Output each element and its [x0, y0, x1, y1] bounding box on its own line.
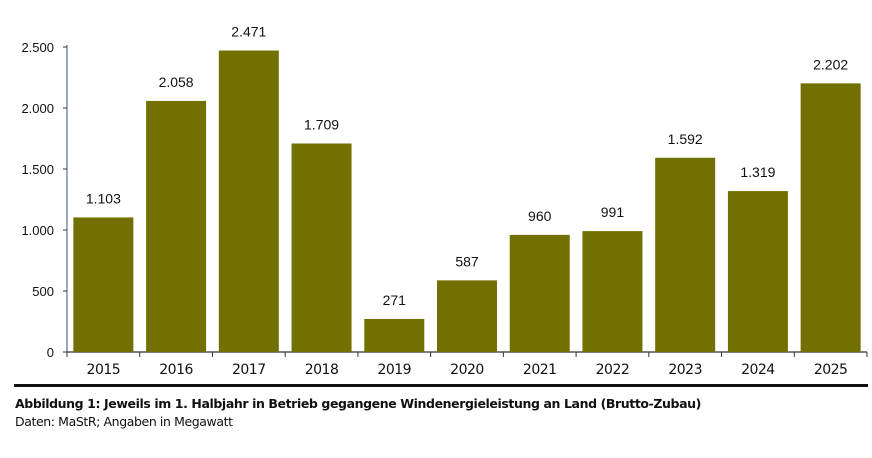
bar-2017	[218, 50, 279, 353]
data-label: 960	[528, 208, 552, 224]
y-tick-label: 500	[32, 284, 54, 299]
x-tick-label: 2020	[450, 362, 484, 378]
y-tick-label: 0	[47, 345, 54, 360]
bar-2022	[582, 231, 643, 352]
data-label: 1.592	[668, 131, 703, 147]
x-tick-label: 2025	[814, 362, 848, 378]
bar-2020	[437, 280, 497, 352]
x-tick-label: 2015	[87, 362, 121, 378]
data-label: 1.709	[304, 117, 339, 133]
data-label: 271	[383, 292, 407, 308]
bar-2015	[73, 217, 134, 352]
y-tick-label: 2.000	[21, 101, 54, 116]
y-tick-label: 1.500	[21, 162, 54, 177]
bar-2018	[291, 143, 352, 352]
x-tick-label: 2019	[377, 362, 411, 378]
bar-2019	[364, 318, 425, 352]
bar-2016	[146, 100, 207, 352]
data-label: 587	[455, 253, 479, 269]
x-tick-label: 2016	[159, 362, 193, 378]
x-tick-label: 2022	[596, 362, 630, 378]
data-label: 1.319	[740, 164, 775, 180]
data-label: 2.202	[813, 56, 848, 72]
data-label: 2.058	[159, 74, 194, 90]
x-tick-label: 2024	[741, 362, 775, 378]
x-tick-label: 2023	[668, 362, 702, 378]
x-tick-label: 2017	[232, 362, 266, 378]
x-tick-label: 2018	[305, 362, 339, 378]
bar-chart: 0 500 1.000 1.500 2.000 2.500 1.103 2015 2.058 20…	[21, 24, 868, 378]
y-tick-label: 1.000	[21, 223, 54, 238]
figure-source: Daten: MaStR; Angaben in Megawatt	[15, 414, 233, 429]
bar-2023	[655, 157, 716, 352]
y-tick-label: 2.500	[21, 40, 54, 55]
figure-caption: Abbildung 1: Jeweils im 1. Halbjahr in B…	[15, 396, 701, 411]
x-tick-label: 2021	[523, 362, 557, 378]
data-label: 2.471	[231, 24, 266, 40]
data-label: 1.103	[86, 190, 121, 206]
bar-2025	[800, 83, 861, 352]
bar-2021	[509, 234, 570, 352]
caption-divider	[14, 384, 868, 387]
bar-2024	[727, 191, 788, 352]
data-label: 991	[601, 204, 625, 220]
